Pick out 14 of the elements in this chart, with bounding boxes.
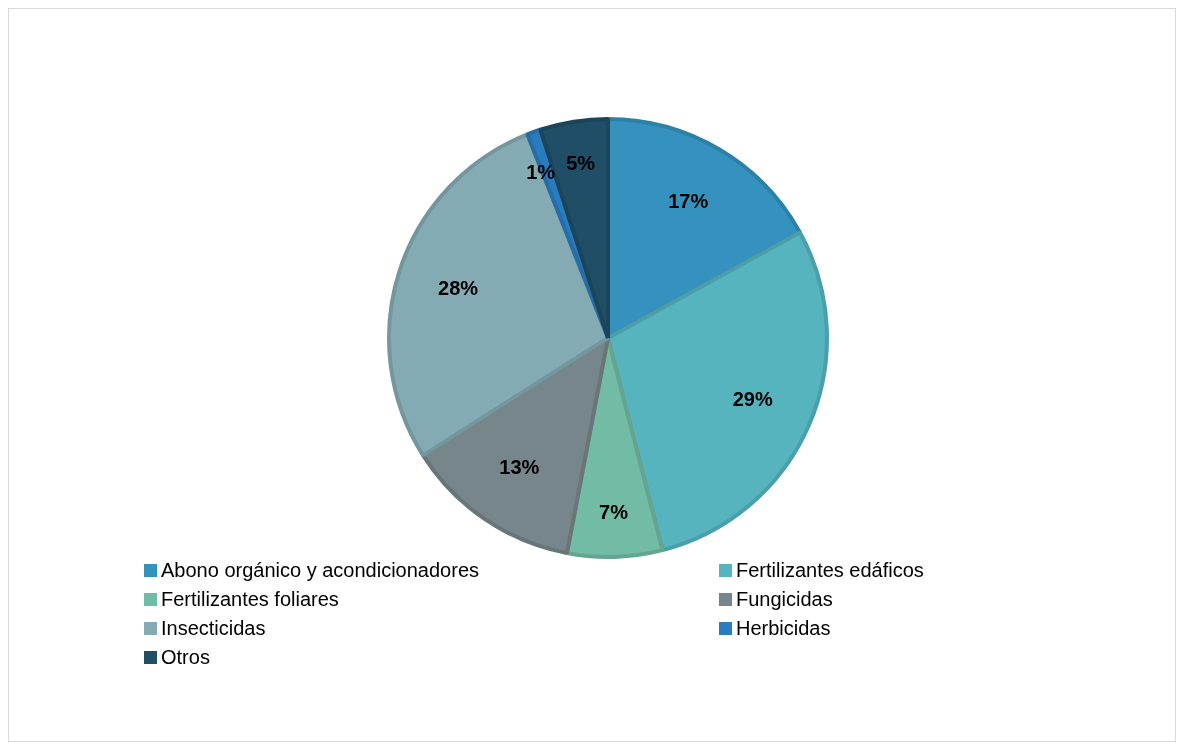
- legend-label: Insecticidas: [161, 617, 266, 640]
- data-label: 5%: [566, 152, 596, 175]
- data-label: 7%: [599, 500, 629, 523]
- data-label: 17%: [668, 189, 709, 212]
- data-label: 29%: [732, 388, 773, 411]
- data-label: 28%: [438, 276, 479, 299]
- legend-label: Herbicidas: [736, 617, 831, 640]
- data-label: 1%: [526, 160, 556, 183]
- legend-label: Abono orgánico y acondicionadores: [161, 559, 479, 582]
- legend-label: Fungicidas: [736, 588, 833, 611]
- legend-label: Fertilizantes edáficos: [736, 559, 924, 582]
- data-label: 13%: [499, 455, 540, 478]
- legend-label: Fertilizantes foliares: [161, 588, 339, 611]
- legend-label: Otros: [161, 646, 210, 669]
